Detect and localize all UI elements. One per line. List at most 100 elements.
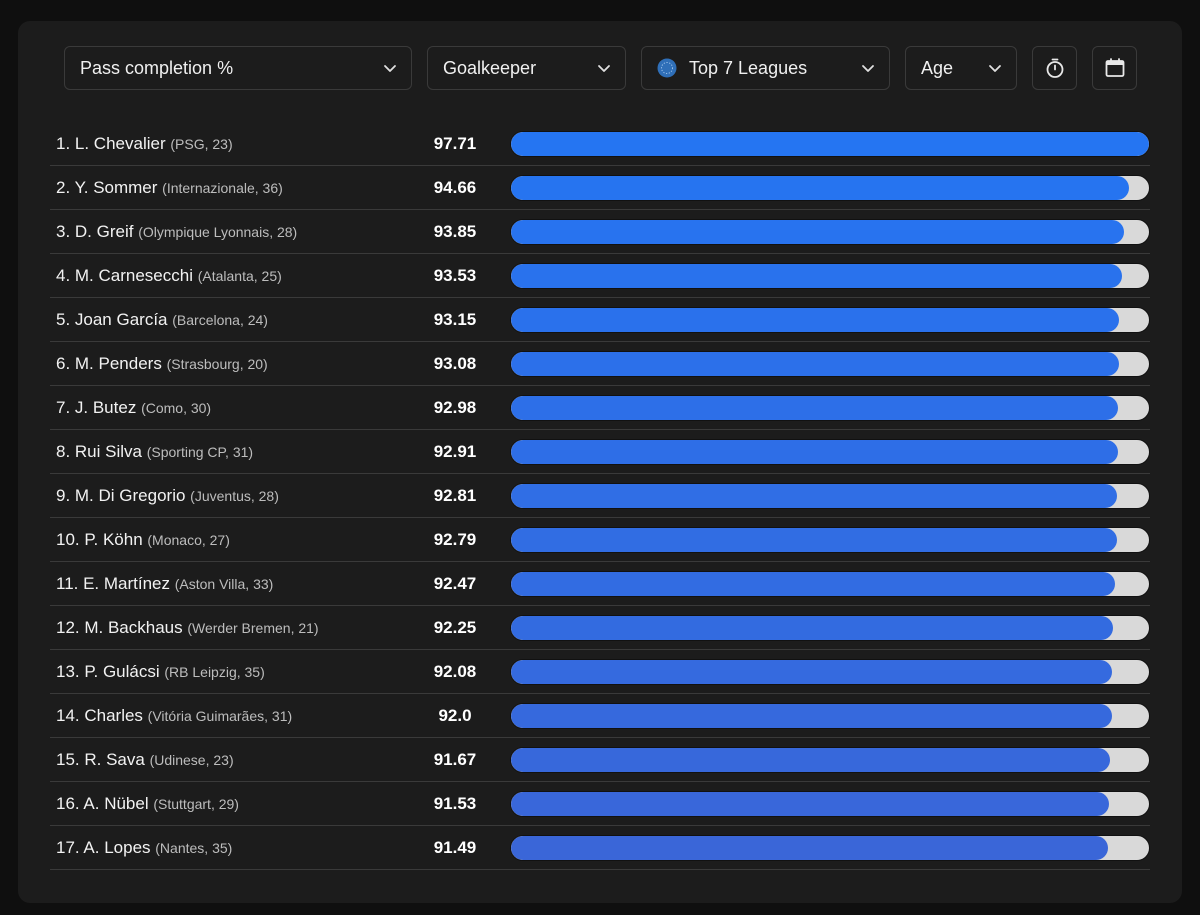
player-name: 12. M. Backhaus (Werder Bremen, 21) [56,606,319,649]
player-meta: (Aston Villa, 33) [174,576,274,592]
player-label: 16. A. Nübel [56,794,149,813]
player-name: 10. P. Köhn (Monaco, 27) [56,518,230,561]
chevron-down-icon [989,65,1001,72]
player-name: 17. A. Lopes (Nantes, 35) [56,826,232,869]
bar-track [510,307,1150,333]
table-row: 16. A. Nübel (Stuttgart, 29) 91.53 [50,782,1150,826]
table-row: 14. Charles (Vitória Guimarães, 31) 92.0 [50,694,1150,738]
player-meta: (Como, 30) [141,400,212,416]
chevron-down-icon [384,65,396,72]
bar-fill [511,704,1112,728]
player-label: 3. D. Greif [56,222,134,241]
player-label: 15. R. Sava [56,750,145,769]
table-row: 12. M. Backhaus (Werder Bremen, 21) 92.25 [50,606,1150,650]
player-meta: (RB Leipzig, 35) [164,664,265,680]
stat-value: 92.0 [438,706,472,725]
position-select[interactable]: Goalkeeper [427,46,626,90]
calendar-icon [1105,58,1124,77]
bar-fill [511,528,1117,552]
bar-fill [511,132,1149,156]
player-label: 6. M. Penders [56,354,162,373]
bar-track [510,747,1150,773]
bar-track [510,483,1150,509]
player-name: 1. L. Chevalier (PSG, 23) [56,122,233,165]
table-row: 7. J. Butez (Como, 30) 92.98 [50,386,1150,430]
stopwatch-icon [1046,58,1063,78]
player-meta: (Olympique Lyonnais, 28) [138,224,298,240]
table-row: 15. R. Sava (Udinese, 23) 91.67 [50,738,1150,782]
table-row: 11. E. Martínez (Aston Villa, 33) 92.47 [50,562,1150,606]
player-meta: (Nantes, 35) [155,840,233,856]
player-label: 4. M. Carnesecchi [56,266,193,285]
chevron-down-icon [598,65,610,72]
player-meta: (Vitória Guimarães, 31) [147,708,293,724]
table-row: 6. M. Penders (Strasbourg, 20) 93.08 [50,342,1150,386]
stat-value: 92.79 [433,530,477,549]
player-name: 8. Rui Silva (Sporting CP, 31) [56,430,253,473]
sort-select[interactable]: Age [905,46,1017,90]
table-row: 17. A. Lopes (Nantes, 35) 91.49 [50,826,1150,870]
player-name: 6. M. Penders (Strasbourg, 20) [56,342,268,385]
player-meta: (Stuttgart, 29) [153,796,239,812]
bar-track [510,219,1150,245]
bar-fill [511,572,1115,596]
stat-value: 92.25 [433,618,477,637]
bar-fill [511,176,1130,200]
bar-track [510,703,1150,729]
table-row: 8. Rui Silva (Sporting CP, 31) 92.91 [50,430,1150,474]
player-meta: (Strasbourg, 20) [166,356,268,372]
bar-fill [511,748,1110,772]
bar-fill [511,484,1117,508]
table-row: 2. Y. Sommer (Internazionale, 36) 94.66 [50,166,1150,210]
bar-fill [511,264,1122,288]
player-name: 2. Y. Sommer (Internazionale, 36) [56,166,283,209]
player-label: 14. Charles [56,706,143,725]
bar-track [510,439,1150,465]
player-label: 7. J. Butez [56,398,137,417]
player-label: 1. L. Chevalier [56,134,166,153]
table-row: 1. L. Chevalier (PSG, 23) 97.71 [50,122,1150,166]
player-name: 3. D. Greif (Olympique Lyonnais, 28) [56,210,297,253]
table-row: 13. P. Gulácsi (RB Leipzig, 35) 92.08 [50,650,1150,694]
sort-select-label: Age [921,57,954,78]
player-meta: (Barcelona, 24) [172,312,268,328]
stat-value: 91.53 [433,794,477,813]
player-meta: (Internazionale, 36) [162,180,283,196]
bar-track [510,263,1150,289]
player-name: 7. J. Butez (Como, 30) [56,386,211,429]
position-select-label: Goalkeeper [443,57,537,78]
filter-toolbar: Pass completion % Goalkeeper Top 7 Leagu… [64,46,1137,90]
competition-select[interactable]: Top 7 Leagues [641,46,890,90]
player-label: 11. E. Martínez [56,574,171,593]
player-name: 16. A. Nübel (Stuttgart, 29) [56,782,239,825]
player-label: 12. M. Backhaus [56,618,183,637]
stat-value: 92.08 [433,662,477,681]
player-label: 17. A. Lopes [56,838,151,857]
player-name: 13. P. Gulácsi (RB Leipzig, 35) [56,650,265,693]
player-meta: (PSG, 23) [170,136,233,152]
metric-select[interactable]: Pass completion % [64,46,412,90]
bar-track [510,527,1150,553]
player-name: 9. M. Di Gregorio (Juventus, 28) [56,474,279,517]
player-label: 2. Y. Sommer [56,178,158,197]
calendar-button[interactable] [1092,46,1137,90]
timer-button[interactable] [1032,46,1077,90]
bar-track [510,395,1150,421]
table-row: 10. P. Köhn (Monaco, 27) 92.79 [50,518,1150,562]
globe-icon [657,58,677,78]
bar-fill [511,352,1119,376]
table-row: 4. M. Carnesecchi (Atalanta, 25) 93.53 [50,254,1150,298]
stat-value: 92.47 [433,574,477,593]
player-name: 4. M. Carnesecchi (Atalanta, 25) [56,254,282,297]
ranking-list: 1. L. Chevalier (PSG, 23) 97.71 2. Y. Somm… [50,122,1150,870]
bar-fill [511,616,1114,640]
bar-track [510,615,1150,641]
bar-fill [511,220,1124,244]
stat-value: 93.85 [433,222,477,241]
player-meta: (Juventus, 28) [190,488,279,504]
player-label: 10. P. Köhn [56,530,143,549]
bar-track [510,175,1150,201]
bar-fill [511,308,1120,332]
player-meta: (Sporting CP, 31) [146,444,254,460]
table-row: 5. Joan García (Barcelona, 24) 93.15 [50,298,1150,342]
